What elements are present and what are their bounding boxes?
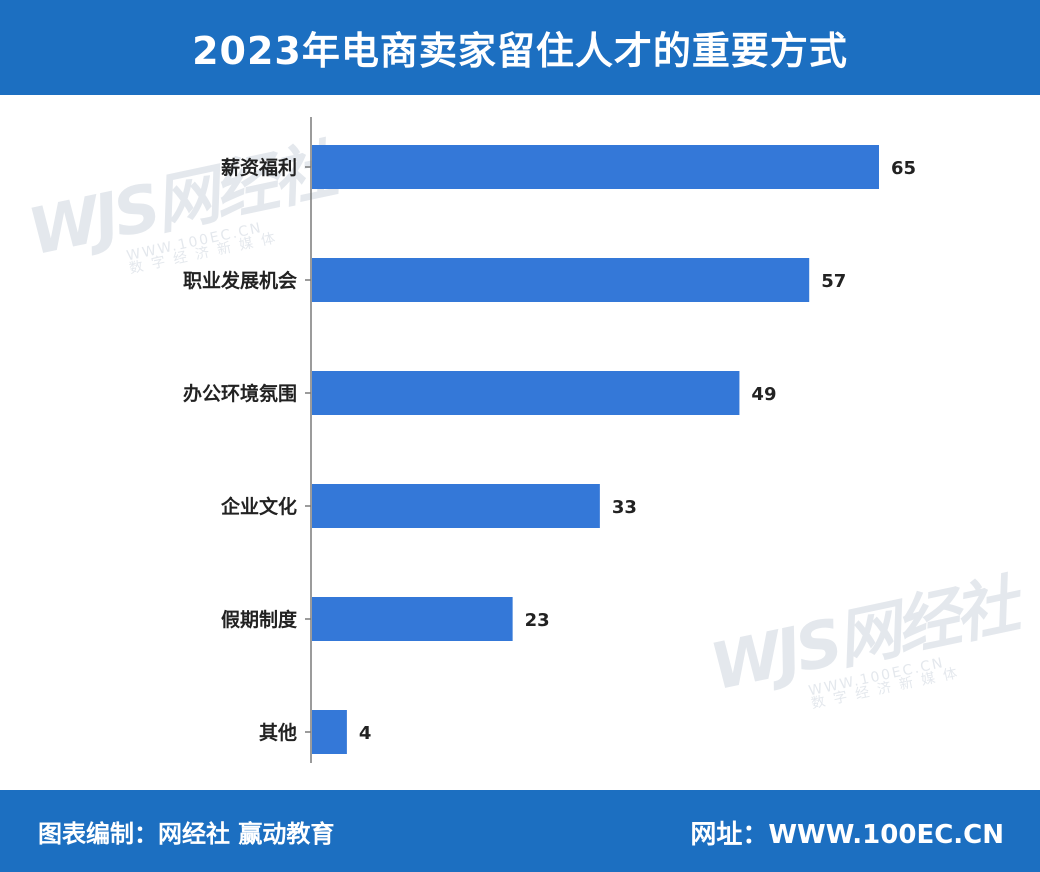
bar-chart: 薪资福利 65 职业发展机会 57 办公环境氛围 49 企业文化 33 假期制度 23 其他 4 [183,117,916,763]
url-value: WWW.100EC.CN [768,820,1004,850]
credit-label: 图表编制： [38,820,158,848]
category-label: 假期制度 [221,608,298,631]
footer-credit: 图表编制：网经社 赢动教育 [38,814,334,849]
value-label: 49 [751,384,776,405]
value-label: 23 [525,610,550,631]
category-label: 薪资福利 [221,156,297,179]
category-label: 职业发展机会 [183,269,297,292]
bar [312,371,740,415]
value-label: 65 [891,158,916,179]
footer-url: 网址：WWW.100EC.CN [690,814,1004,851]
footer-banner: 图表编制：网经社 赢动教育 网址：WWW.100EC.CN [0,790,1040,872]
credit-value: 网经社 赢动教育 [158,820,335,848]
bar [312,710,347,754]
title-banner: 2023年电商卖家留住人才的重要方式 [0,0,1040,95]
url-label: 网址： [690,820,769,850]
chart-title: 2023年电商卖家留住人才的重要方式 [192,29,848,73]
bar [312,484,600,528]
category-label: 企业文化 [220,495,297,518]
value-label: 33 [612,497,637,518]
bar [312,597,513,641]
value-label: 4 [359,723,372,744]
category-label: 办公环境氛围 [183,382,297,405]
bar [312,145,879,189]
category-label: 其他 [259,721,297,744]
value-label: 57 [821,271,846,292]
bar [312,258,810,302]
